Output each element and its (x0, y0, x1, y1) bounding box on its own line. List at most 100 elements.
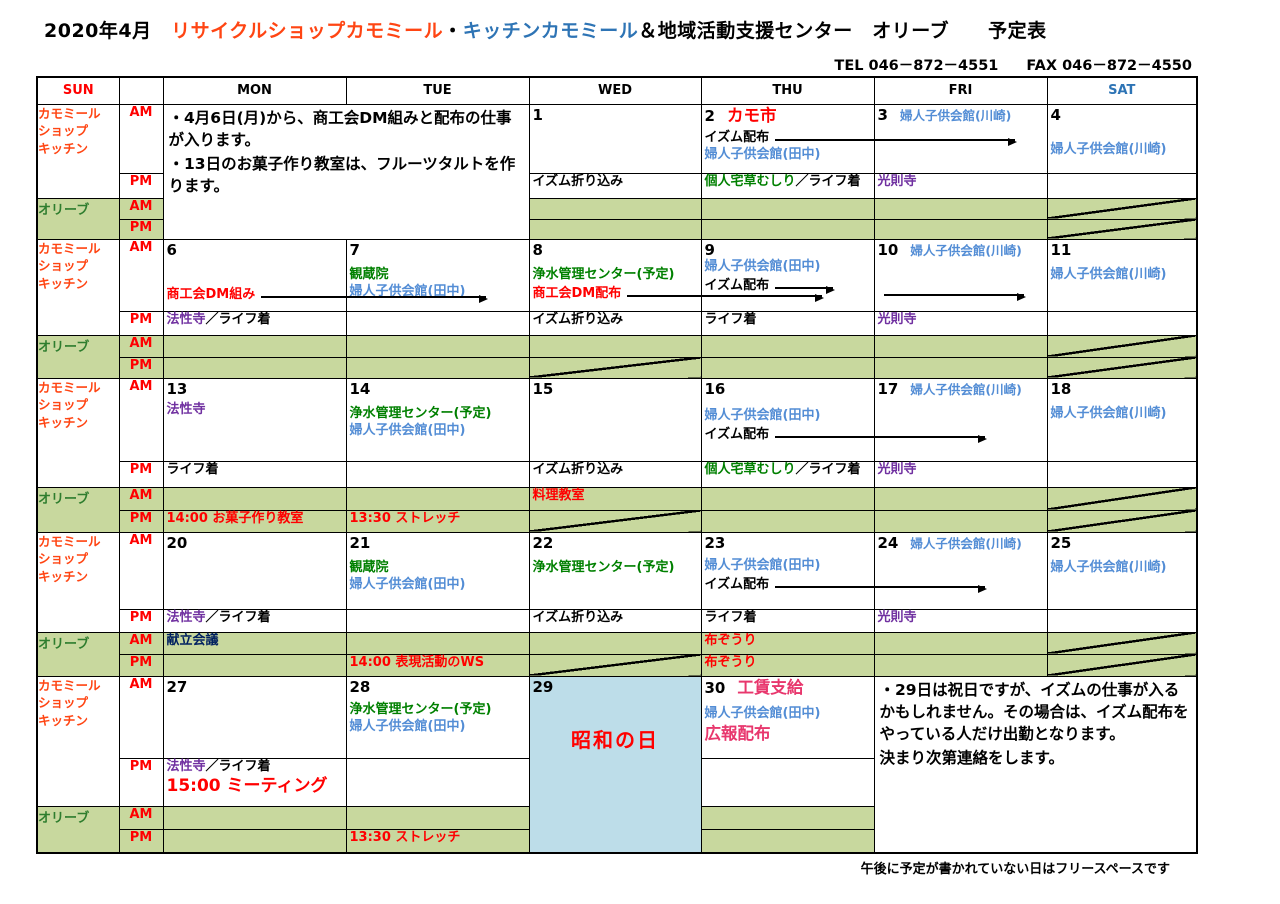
ampm-label: AM (118, 805, 164, 830)
week-am-row: カモミール ショップ キッチン AM 6 商工会DM組み 7 観蔵院 婦人子供会館(田中) 8 浄水… (36, 238, 1198, 336)
event-text: 光則寺 (877, 609, 917, 625)
olive-cell-pm-wed (528, 356, 702, 379)
ampm-label: AM (118, 334, 164, 358)
event-text: 浄水管理センター(予定) (532, 560, 675, 576)
date-number: 28 (349, 677, 371, 696)
date-number: 3 (877, 105, 888, 124)
olive-cell-am-sat (1046, 486, 1198, 511)
olive-am-row: オリーブ AM (36, 805, 1197, 854)
cell-line: 婦人子供会館(川崎) (1048, 406, 1197, 423)
date-line: 15 (530, 379, 701, 399)
note-paragraph: 決まり次第連絡をします。 (879, 748, 1064, 767)
date-number: 7 (349, 240, 360, 259)
cell-line: 浄水管理センター(予定) (347, 702, 529, 719)
date-line: 22 (530, 533, 701, 553)
group-label-olive: オリーブ (36, 631, 120, 677)
event-text: 婦人子供会館(川崎) (910, 535, 1022, 551)
date-number: 14 (349, 379, 371, 398)
event-text: ／ライフ着 (205, 311, 271, 327)
event-text: 観蔵院 (349, 560, 389, 576)
event-text: 献立会議 (166, 632, 219, 648)
day-header-wed: WED (528, 76, 702, 105)
date-number: 27 (166, 677, 188, 696)
holiday-name: 昭和の日 (571, 728, 659, 753)
day-cell-pm-thu: ライフ着 (700, 310, 875, 336)
event-text: 光則寺 (877, 173, 917, 189)
event-text: 法性寺 (166, 311, 206, 327)
olive-cell-am-fri (873, 197, 1048, 220)
day-cell-pm-wed: イズム折り込み (528, 172, 702, 199)
ampm-label: PM (118, 828, 164, 854)
olive-cell-pm-tue (345, 356, 530, 379)
day-cell-pm-tue (345, 310, 530, 336)
date-line: 16 (702, 379, 874, 399)
event-text: ライフ着 (166, 461, 219, 477)
day-cell-am-sat: 18 婦人子供会館(川崎) (1046, 377, 1198, 462)
date-number: 9 (704, 240, 715, 259)
event-text: 13:30 ストレッチ (349, 829, 461, 845)
group-label-line: キッチン (38, 275, 89, 291)
event-text: 浄水管理センター(予定) (532, 267, 675, 283)
day-cell-pm-fri: 光則寺 (873, 310, 1048, 336)
day-cell-pm-sat (1046, 460, 1198, 488)
event-text: 13:30 ストレッチ (349, 510, 461, 526)
date-number: 29 (532, 677, 554, 696)
fax-number: FAX 046－872－4550 (1026, 58, 1192, 74)
olive-cell-am-tue (345, 486, 530, 511)
day-cell-am-mon: 13 法性寺 (162, 377, 347, 462)
day-cell-am-thu: 30 工賃支給 婦人子供会館(田中) 広報配布 (700, 675, 875, 759)
date-line: 10 婦人子供会館(川崎) (875, 240, 1047, 260)
cell-line: 光則寺 (875, 312, 1047, 329)
event-text: 14:00 表現活動のWS (349, 654, 485, 670)
event-text: 婦人子供会館(川崎) (1050, 406, 1167, 422)
cell-line: 観蔵院 (347, 560, 529, 577)
note-paragraph: ・29日は祝日ですが、イズムの仕事が入るかもしれません。その場合は、イズム配布を… (879, 680, 1189, 743)
day-cell-am-tue: 21 観蔵院 婦人子供会館(田中) (345, 531, 530, 610)
cell-line: 法性寺／ライフ着 (164, 312, 346, 329)
day-cell-pm-fri: 光則寺 (873, 608, 1048, 633)
date-number: 13 (166, 379, 188, 398)
title-suffix: ＆地域活動支援センター オリーブ 予定表 (638, 20, 1047, 42)
week-am-row: カモミール ショップ キッチン AM 20 21 観蔵院 婦人子供会館(田中) 22 浄水管理セン… (36, 531, 1198, 633)
group-label-line: キッチン (38, 414, 89, 430)
ampm-label: PM (118, 757, 164, 807)
olive-pm-row: PM 14:00 お菓子作り教室 13:30 ストレッチ (37, 509, 1198, 533)
cell-line: 広報配布 (702, 723, 874, 745)
title-month: 2020年4月 (44, 20, 172, 42)
ampm-label: PM (118, 356, 164, 379)
event-text: 料理教室 (532, 487, 585, 503)
cell-line: イズム配布 (702, 276, 874, 295)
date-number: 11 (1050, 240, 1072, 259)
day-cell-am-mon: 27 (162, 675, 347, 759)
event-text: 広報配布 (704, 724, 771, 744)
cell-line: 法性寺／ライフ着 (164, 759, 346, 776)
date-number: 21 (349, 533, 371, 552)
group-label-line: キッチン (38, 568, 89, 584)
cell-line: 15:00 ミーティング (164, 775, 346, 797)
olive-cell-am-thu (700, 805, 875, 830)
event-text: 15:00 ミーティング (166, 776, 328, 797)
group-label-line: ショップ (38, 397, 89, 412)
date-line: 7 (347, 240, 529, 260)
ampm-label: AM (118, 531, 164, 610)
olive-cell-am-sat (1046, 334, 1198, 358)
day-cell-am-fri: 3 婦人子供会館(川崎) (873, 103, 1048, 174)
note-paragraph: ・4月6日(月)から、商工会DM組みと配布の仕事が入ります。 (168, 108, 512, 149)
olive-am-row: オリーブ AM 料理教室 (36, 486, 1198, 533)
date-line: 9 (702, 240, 874, 260)
day-header-fri: FRI (873, 76, 1048, 105)
ampm-label: AM (118, 197, 164, 220)
group-label-line: キッチン (38, 140, 89, 156)
title-kitchen-name: キッチンカモミール (462, 20, 639, 42)
event-text: 婦人子供会館(川崎) (910, 381, 1022, 397)
event-text: ／ライフ着 (795, 461, 861, 477)
olive-cell-am-thu (700, 197, 875, 220)
date-line: 25 (1048, 533, 1197, 553)
event-text: 布ぞうり (704, 632, 757, 648)
header-spacer (118, 76, 164, 105)
olive-cell-pm-mon (162, 653, 347, 677)
day-cell-am-sat: 11 婦人子供会館(川崎) (1046, 238, 1198, 312)
cell-line: 13:30 ストレッチ (347, 511, 529, 528)
event-text: 浄水管理センター(予定) (349, 406, 492, 422)
